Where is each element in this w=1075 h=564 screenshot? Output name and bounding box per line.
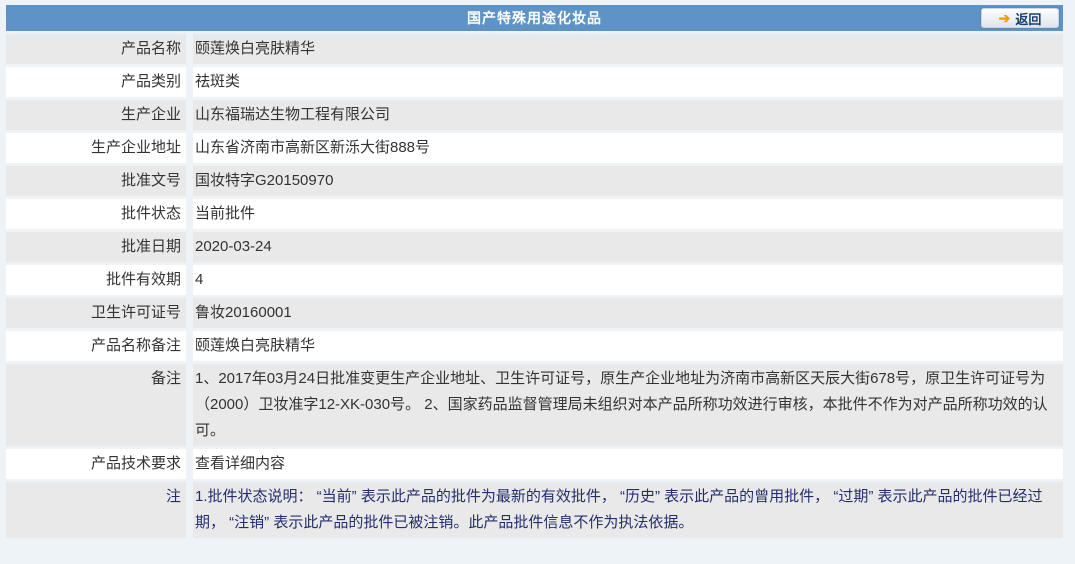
page-header: 国产特殊用途化妆品 ➔ 返回 xyxy=(6,5,1063,31)
table-row: 批件有效期 4 xyxy=(6,265,1063,295)
field-label: 备注 xyxy=(6,364,186,446)
field-value-hygiene-license: 鲁妆20160001 xyxy=(193,298,1063,328)
table-row: 批件状态 当前批件 xyxy=(6,199,1063,229)
field-value-approval-status: 当前批件 xyxy=(193,199,1063,229)
table-row: 备注 1、2017年03月24日批准变更生产企业地址、卫生许可证号，原生产企业地… xyxy=(6,364,1063,446)
field-label: 批准文号 xyxy=(6,166,186,196)
table-row: 卫生许可证号 鲁妆20160001 xyxy=(6,298,1063,328)
field-value-manufacturer: 山东福瑞达生物工程有限公司 xyxy=(193,100,1063,130)
field-value-remarks: 1、2017年03月24日批准变更生产企业地址、卫生许可证号，原生产企业地址为济… xyxy=(193,364,1063,446)
field-value-approval-validity: 4 xyxy=(193,265,1063,295)
back-button[interactable]: ➔ 返回 xyxy=(980,7,1060,29)
field-label: 生产企业地址 xyxy=(6,133,186,163)
field-label: 生产企业 xyxy=(6,100,186,130)
table-row: 批准文号 国妆特字G20150970 xyxy=(6,166,1063,196)
detail-table: 产品名称 颐莲焕白亮肤精华 产品类别 祛斑类 生产企业 山东福瑞达生物工程有限公… xyxy=(6,34,1063,538)
field-label: 产品技术要求 xyxy=(6,449,186,479)
field-value-product-name: 颐莲焕白亮肤精华 xyxy=(193,34,1063,64)
field-value-approval-number: 国妆特字G20150970 xyxy=(193,166,1063,196)
page-title: 国产特殊用途化妆品 xyxy=(467,10,602,26)
field-label: 注 xyxy=(6,482,186,538)
table-row: 产品名称 颐莲焕白亮肤精华 xyxy=(6,34,1063,64)
table-row: 产品名称备注 颐莲焕白亮肤精华 xyxy=(6,331,1063,361)
field-label: 卫生许可证号 xyxy=(6,298,186,328)
field-value-status-note: 1.批件状态说明： “当前” 表示此产品的批件为最新的有效批件， “历史” 表示… xyxy=(193,482,1063,538)
field-label: 批准日期 xyxy=(6,232,186,262)
table-row: 生产企业 山东福瑞达生物工程有限公司 xyxy=(6,100,1063,130)
field-label: 产品名称 xyxy=(6,34,186,64)
table-row: 产品类别 祛斑类 xyxy=(6,67,1063,97)
field-value-product-category: 祛斑类 xyxy=(193,67,1063,97)
field-label: 产品类别 xyxy=(6,67,186,97)
back-arrow-icon: ➔ xyxy=(998,10,1011,26)
back-button-label: 返回 xyxy=(1015,11,1042,27)
field-label: 产品名称备注 xyxy=(6,331,186,361)
product-detail-page: 国产特殊用途化妆品 ➔ 返回 产品名称 颐莲焕白亮肤精华 产品类别 祛斑类 生产… xyxy=(6,5,1063,538)
field-label: 批件状态 xyxy=(6,199,186,229)
field-value-product-name-remark: 颐莲焕白亮肤精华 xyxy=(193,331,1063,361)
table-row: 注 1.批件状态说明： “当前” 表示此产品的批件为最新的有效批件， “历史” … xyxy=(6,482,1063,538)
table-row: 产品技术要求 查看详细内容 xyxy=(6,449,1063,479)
field-value-approval-date: 2020-03-24 xyxy=(193,232,1063,262)
table-row: 生产企业地址 山东省济南市高新区新泺大街888号 xyxy=(6,133,1063,163)
table-row: 批准日期 2020-03-24 xyxy=(6,232,1063,262)
view-details-link[interactable]: 查看详细内容 xyxy=(193,449,1063,479)
field-label: 批件有效期 xyxy=(6,265,186,295)
field-value-manufacturer-address: 山东省济南市高新区新泺大街888号 xyxy=(193,133,1063,163)
